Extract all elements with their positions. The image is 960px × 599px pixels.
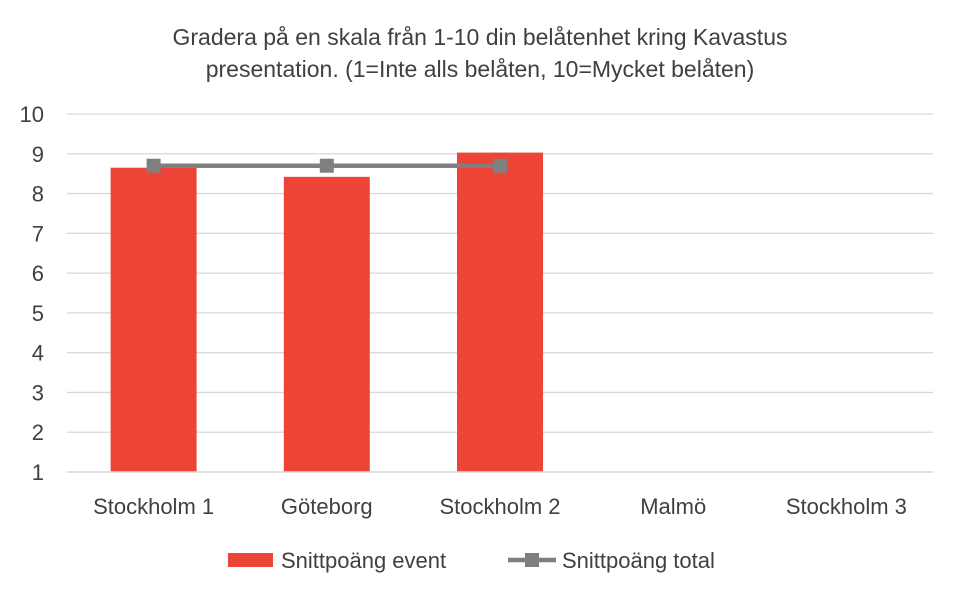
y-tick-label: 10 (20, 102, 44, 127)
bar (110, 167, 197, 472)
y-tick-label: 8 (32, 182, 44, 207)
line-marker (146, 158, 161, 173)
legend-swatch-marker (525, 553, 539, 567)
y-tick-label: 1 (32, 460, 44, 485)
chart-title-line-1: Gradera på en skala från 1-10 din belåte… (172, 24, 788, 50)
y-tick-label: 2 (32, 420, 44, 445)
bar (457, 152, 543, 472)
bar (283, 176, 370, 473)
y-tick-label: 9 (32, 142, 44, 167)
chart-title-line-2: presentation. (1=Inte alls belåten, 10=M… (205, 56, 755, 82)
x-tick-label: Malmö (640, 494, 706, 519)
y-tick-label: 6 (32, 261, 44, 286)
legend-label: Snittpoäng total (562, 548, 715, 573)
y-tick-label: 7 (32, 221, 44, 246)
x-tick-label: Göteborg (281, 494, 373, 519)
line-marker (319, 158, 334, 173)
y-tick-label: 5 (32, 301, 44, 326)
x-tick-label: Stockholm 1 (93, 494, 214, 519)
x-tick-label: Stockholm 2 (439, 494, 560, 519)
line-marker (493, 158, 507, 173)
legend-swatch-bar (228, 553, 273, 567)
y-tick-label: 4 (32, 341, 44, 366)
y-tick-label: 3 (32, 380, 44, 405)
x-tick-label: Stockholm 3 (786, 494, 907, 519)
legend-label: Snittpoäng event (281, 548, 446, 573)
